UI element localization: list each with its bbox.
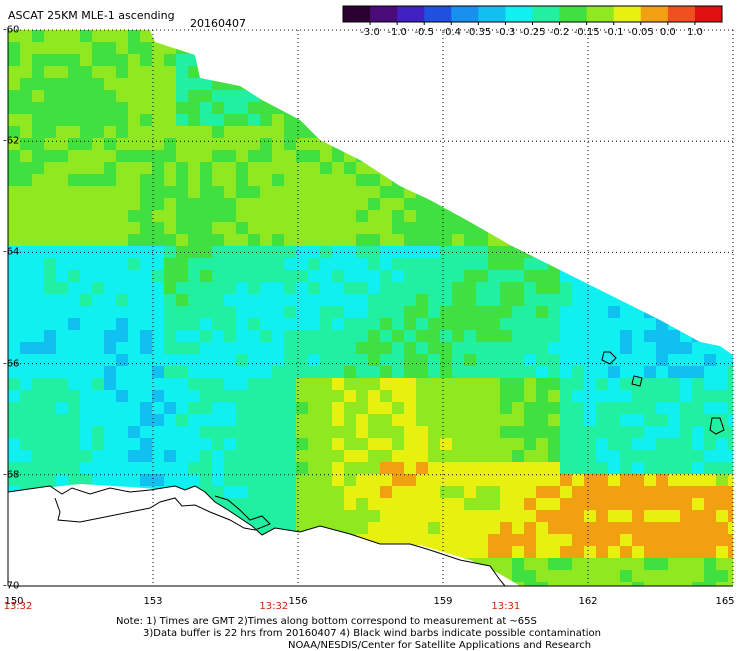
longitude-label: 150 [4,596,24,607]
footer-note-1: Note: 1) Times are GMT 2)Times along bot… [116,616,537,627]
product-title: ASCAT 25KM MLE-1 ascending [8,9,175,22]
island-outline [601,351,617,365]
colorbar-tick-label: 0.0 [659,27,676,38]
longitude-label: 162 [578,596,598,607]
latitude-label: -70 [3,580,20,592]
colorbar-segment [667,6,696,22]
colorbar-tick-label: -0.3 [495,27,516,38]
colorbar-segment [613,6,642,22]
island-outline [631,375,643,387]
latitude-label: -64 [3,246,20,258]
latitude-label: -60 [3,24,20,36]
ice-shelf-outline [54,495,271,531]
colorbar-segment [370,6,398,22]
island-outline [709,417,725,435]
colorbar-tick-label: -0.4 [441,27,462,38]
time-label: 13:32 [259,601,289,612]
colorbar-tick-label: -3.0 [360,27,380,38]
footer-note-2: 3)Data buffer is 22 hrs from 20160407 4)… [143,628,601,639]
longitude-label: 159 [433,596,453,607]
colorbar-tick-label: -1.0 [387,27,407,38]
colorbar-segment [505,6,533,22]
colorbar-segment [478,6,506,22]
colorbar-tick-label: -0.25 [519,27,546,38]
colorbar-tick-label: -0.05 [627,27,654,38]
latitude-label: -66 [3,358,20,370]
time-label: 13:31 [491,601,521,612]
colorbar-segment [586,6,615,22]
colorbar-segment [397,6,425,22]
colorbar-tick-label: -0.2 [549,27,570,38]
colorbar-segment [559,6,588,22]
footer-note-3: NOAA/NESDIS/Center for Satellite Applica… [288,640,592,651]
colorbar-segment [451,6,479,22]
longitude-label: 156 [288,596,308,607]
colorbar-segment [694,6,723,22]
time-label: 13:32 [3,601,33,612]
antarctic-landmass [8,486,505,600]
colorbar-segment [424,6,452,22]
colorbar-segment [640,6,669,22]
colorbar-tick-label: -0.35 [465,27,492,38]
colorbar-tick-label: -0.15 [573,27,600,38]
colorbar-segment [532,6,561,22]
product-date: 20160407 [190,17,246,30]
colorbar-segment [343,6,371,22]
longitude-label: 153 [143,596,163,607]
colorbar-tick-label: -0.1 [603,27,624,38]
coastline [7,485,506,587]
colorbar-tick-label: -0.5 [414,27,434,38]
latitude-label: -68 [3,469,20,481]
colorbar-tick-label: 1.0 [686,27,703,38]
longitude-label: 165 [715,596,735,607]
latitude-label: -62 [3,135,20,147]
